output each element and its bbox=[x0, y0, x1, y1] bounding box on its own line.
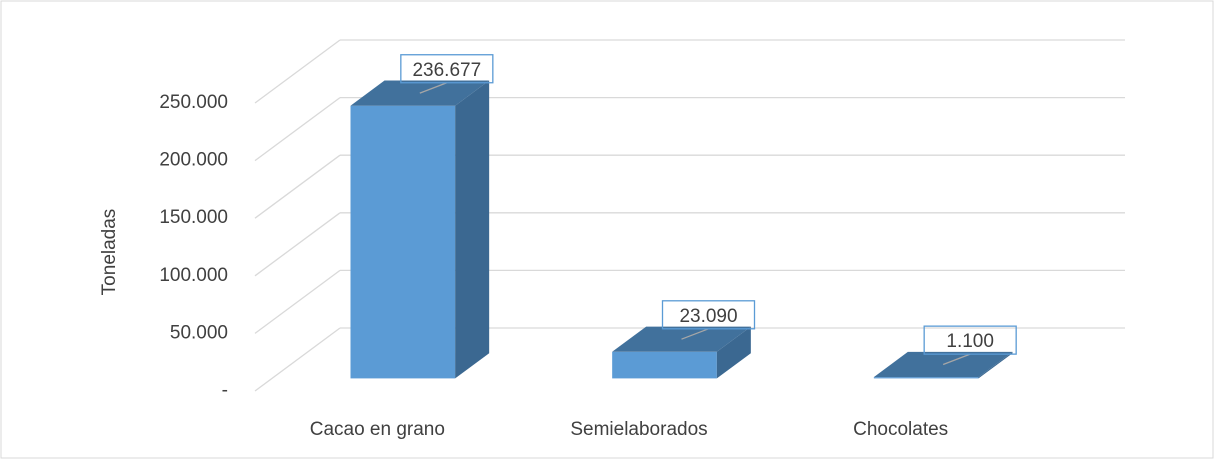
x-tick-label: Chocolates bbox=[853, 419, 948, 440]
value-label: 1.100 bbox=[946, 331, 994, 352]
bar-side bbox=[978, 351, 1013, 379]
y-tick-label: 200.000 bbox=[159, 150, 228, 171]
leader-line bbox=[419, 82, 448, 94]
y-tick-label: 250.000 bbox=[159, 92, 228, 113]
y-tick-label: 100.000 bbox=[159, 265, 228, 286]
leader-line bbox=[942, 353, 971, 366]
bar-top bbox=[350, 80, 490, 106]
x-tick-label: Cacao en grano bbox=[310, 419, 445, 440]
bar-front bbox=[873, 377, 979, 379]
value-label: 236.677 bbox=[412, 60, 481, 81]
grid-line bbox=[254, 269, 341, 334]
grid-line bbox=[254, 154, 341, 219]
x-tick-label: Semielaborados bbox=[570, 419, 707, 440]
value-label: 23.090 bbox=[679, 306, 737, 327]
value-label-box bbox=[661, 300, 756, 330]
grid-line bbox=[254, 327, 341, 392]
leader-line bbox=[681, 328, 709, 340]
y-axis-title: Toneladas bbox=[99, 209, 120, 296]
bar-top bbox=[873, 351, 1013, 378]
bar-side bbox=[716, 326, 751, 379]
grid-line bbox=[254, 39, 341, 104]
value-label-box bbox=[400, 54, 494, 84]
bar-front bbox=[350, 105, 456, 379]
grid-line bbox=[254, 97, 341, 162]
bar-front bbox=[612, 351, 717, 379]
value-label-box bbox=[923, 325, 1017, 355]
grid-line bbox=[254, 212, 341, 277]
bar-side bbox=[455, 80, 490, 379]
y-tick-label: 50.000 bbox=[170, 322, 228, 343]
y-tick-label: 150.000 bbox=[159, 207, 228, 228]
y-tick-label: - bbox=[222, 380, 228, 401]
